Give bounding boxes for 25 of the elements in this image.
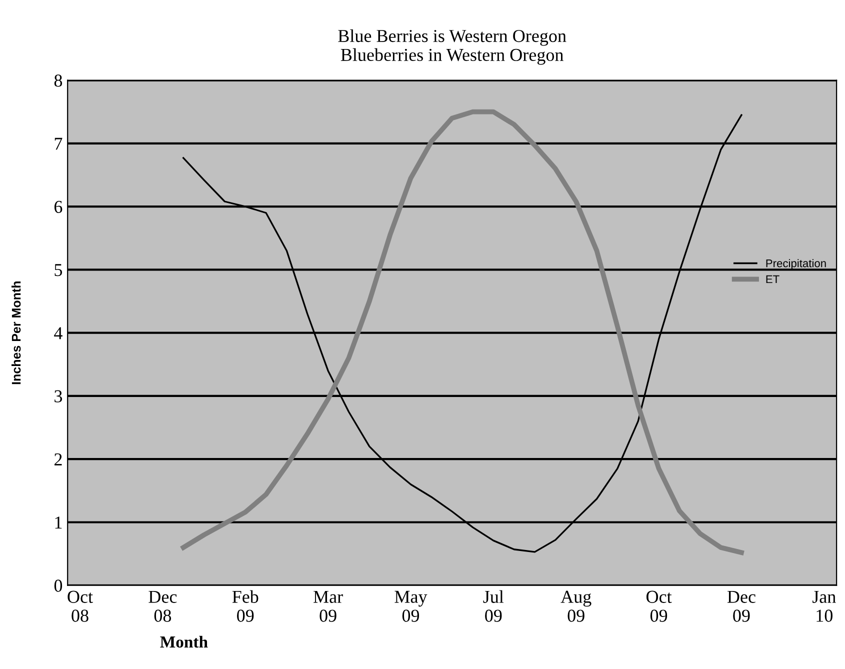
- x-axis-title: Month: [160, 636, 208, 648]
- x-tick-label: Mar 09: [314, 590, 343, 622]
- x-tick-label: Oct 09: [646, 590, 672, 622]
- y-tick-label: 0: [54, 580, 62, 592]
- x-tick-label: May 09: [394, 590, 428, 622]
- x-tick-label: Feb 09: [232, 590, 258, 622]
- x-tick-label: Oct 08: [68, 590, 93, 622]
- x-tick-label: Aug 09: [560, 590, 592, 622]
- y-axis-title: Inches Per Month: [12, 282, 21, 384]
- legend-label: ET: [766, 275, 780, 284]
- y-tick-label: 3: [54, 390, 62, 402]
- x-tick-label: Jul 09: [483, 590, 504, 622]
- legend-label: Precipitation: [766, 259, 826, 270]
- y-tick-label: 6: [54, 200, 62, 213]
- y-tick-label: 1: [55, 516, 62, 529]
- chart-subtitle: Blueberries in Western Oregon: [340, 48, 564, 65]
- y-tick-label: 8: [54, 74, 62, 87]
- y-tick-label: 7: [54, 138, 62, 150]
- y-tick-label: 4: [54, 327, 62, 340]
- y-tick-label: 2: [54, 453, 62, 466]
- chart-title: Blue Berries is Western Oregon: [338, 29, 566, 46]
- x-tick-label: Dec 09: [727, 590, 756, 622]
- y-tick-label: 5: [54, 264, 62, 276]
- x-tick-label: Dec 08: [148, 590, 177, 622]
- x-tick-label: Jan 10: [812, 590, 836, 622]
